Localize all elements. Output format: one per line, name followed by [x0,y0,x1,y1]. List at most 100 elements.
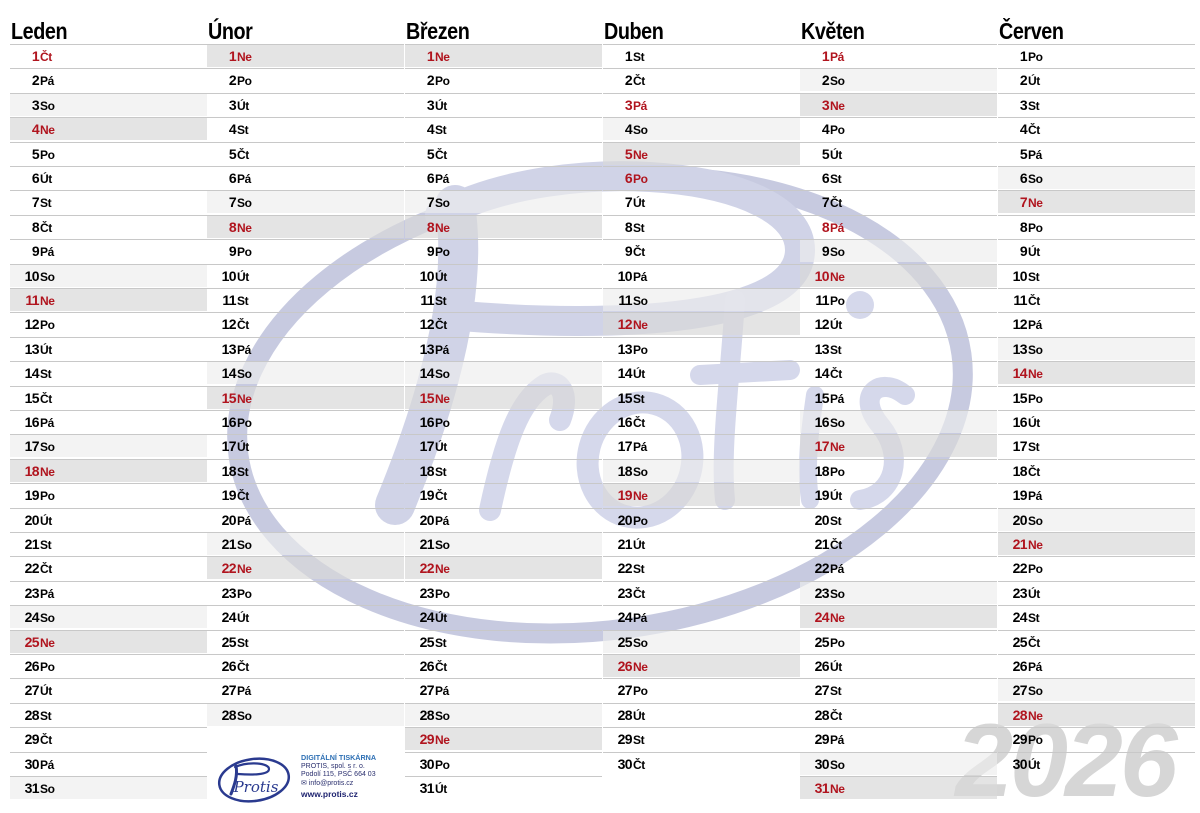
calendar-day-row: 2 Čt [603,68,800,91]
calendar-day-row: 9 Pá [10,239,207,262]
day-number: 24 [221,609,237,626]
calendar-day-row: 9 Út [998,239,1195,262]
calendar-day-row: 29 Po [998,727,1195,750]
weekday-abbr: Pá [1028,489,1042,504]
calendar-day-row: 27 Út [10,678,207,701]
day-number: 15 [221,389,237,406]
calendar-day-row: 24 Út [405,605,602,628]
calendar-day-row: 29 Čt [10,727,207,750]
day-number: 19 [1012,487,1028,504]
calendar-day-row: 20 Pá [207,507,404,531]
calendar-day-row: 4 Po [800,117,997,140]
weekday-abbr: Čt [435,147,447,162]
calendar-day-row: 29 Pá [800,727,997,750]
calendar-day-row: 16 Čt [603,410,800,433]
weekday-abbr: Út [40,342,52,357]
calendar-day-row: 12 Čt [207,312,404,335]
weekday-abbr: Ne [40,294,55,308]
weekday-abbr: So [40,98,55,113]
weekday-abbr: St [435,294,447,308]
printer-email-row: ✉ info@protis.cz [301,780,396,789]
day-number: 27 [814,682,830,699]
day-number: 5 [426,145,435,162]
calendar-day-row: 27 Pá [207,678,404,701]
day-number: 30 [24,755,40,772]
weekday-abbr: Po [633,172,648,186]
day-number: 29 [617,731,633,748]
weekday-abbr: Pá [830,733,844,748]
day-number: 11 [420,292,434,308]
weekday-abbr: Pá [830,50,844,64]
weekday-abbr: Út [830,489,842,504]
weekday-abbr: So [1028,684,1043,699]
weekday-abbr: Ne [830,269,845,284]
weekday-abbr: Pá [1028,147,1042,162]
calendar-day-row: 8 Ne [405,214,602,238]
day-number: 2 [426,72,435,89]
calendar-day-row: 22 Pá [800,556,997,579]
day-number: 8 [624,218,633,235]
calendar-day-row: 29 St [603,727,800,750]
weekday-abbr: Čt [237,318,249,333]
weekday-abbr: Út [40,684,52,699]
day-number: 19 [24,487,40,504]
calendar-day-row: 4 Ne [10,117,207,141]
weekday-abbr: Pá [237,172,251,186]
day-number: 12 [814,316,830,333]
day-number: 1 [1019,48,1028,64]
weekday-abbr: Čt [435,318,447,333]
calendar-day-row: 9 So [800,239,997,263]
weekday-abbr: So [40,611,55,626]
weekday-abbr: So [830,757,845,772]
weekday-abbr: So [40,782,55,796]
weekday-abbr: Ne [40,635,55,650]
printer-website[interactable]: www.protis.cz [301,788,358,799]
calendar-day-row: 9 Čt [603,239,800,262]
calendar-day-row: 4 So [603,117,800,141]
printer-email[interactable]: info@protis.cz [308,780,354,788]
weekday-abbr: Čt [1028,123,1040,138]
weekday-abbr: So [633,464,648,479]
weekday-abbr: Ne [633,147,648,162]
weekday-abbr: Út [40,513,52,528]
day-number: 26 [221,658,237,674]
day-number: 24 [814,609,830,626]
day-number: 20 [814,511,830,528]
weekday-abbr: Pá [830,220,844,235]
day-number: 31 [419,780,435,796]
calendar-day-row: 22 Ne [405,556,602,580]
weekday-abbr: Čt [1028,464,1040,479]
weekday-abbr: St [1028,98,1040,113]
day-number: 9 [1019,243,1028,260]
calendar-day-row: 1 Ne [207,44,404,67]
day-number: 22 [24,560,40,577]
calendar-day-row: 9 Po [207,239,404,262]
calendar-day-row: 6 Út [10,166,207,189]
calendar-day-row: 6 Po [603,166,800,189]
calendar-day-row: 18 St [207,458,404,482]
calendar-day-row: 17 Út [207,434,404,457]
day-number: 26 [419,658,435,674]
day-number: 13 [24,340,40,357]
calendar-day-row: 6 Pá [207,166,404,189]
calendar-day-row: 25 St [405,629,602,653]
weekday-abbr: Út [633,367,645,382]
calendar-day-row: 24 Út [207,605,404,628]
day-number: 4 [426,121,435,138]
weekday-abbr: So [830,245,845,260]
day-number: 6 [821,170,830,186]
calendar-day-row: 16 So [800,410,997,433]
weekday-abbr: Po [1028,50,1043,64]
calendar-day-row: 5 Po [10,141,207,165]
month-name: Leden [11,18,68,44]
calendar-day-row: 6 St [800,166,997,189]
calendar-day-row: 12 Čt [405,312,602,335]
calendar-day-row: 2 Po [207,68,404,91]
day-number: 14 [617,365,633,382]
weekday-abbr: Čt [830,708,842,723]
day-number: 3 [624,96,633,113]
day-number: 27 [617,682,633,699]
weekday-abbr: So [237,196,252,211]
day-number: 12 [1012,316,1028,333]
